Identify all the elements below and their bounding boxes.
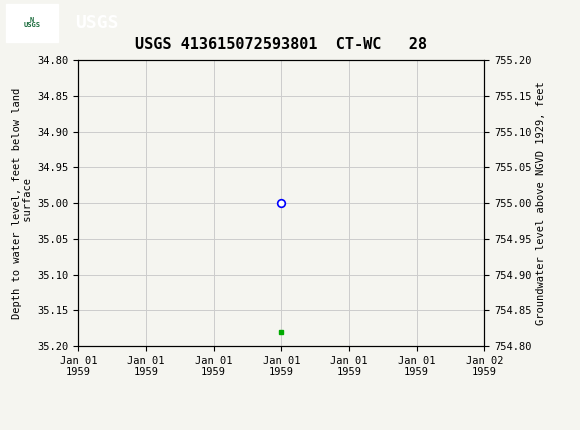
Text: N
USGS: N USGS: [23, 17, 41, 28]
Y-axis label: Groundwater level above NGVD 1929, feet: Groundwater level above NGVD 1929, feet: [536, 81, 546, 325]
Text: USGS 413615072593801  CT-WC   28: USGS 413615072593801 CT-WC 28: [135, 37, 427, 52]
Text: USGS: USGS: [75, 14, 119, 31]
Legend: Period of approved data: Period of approved data: [175, 427, 387, 430]
Y-axis label: Depth to water level, feet below land
 surface: Depth to water level, feet below land su…: [12, 88, 33, 319]
FancyBboxPatch shape: [6, 3, 58, 42]
